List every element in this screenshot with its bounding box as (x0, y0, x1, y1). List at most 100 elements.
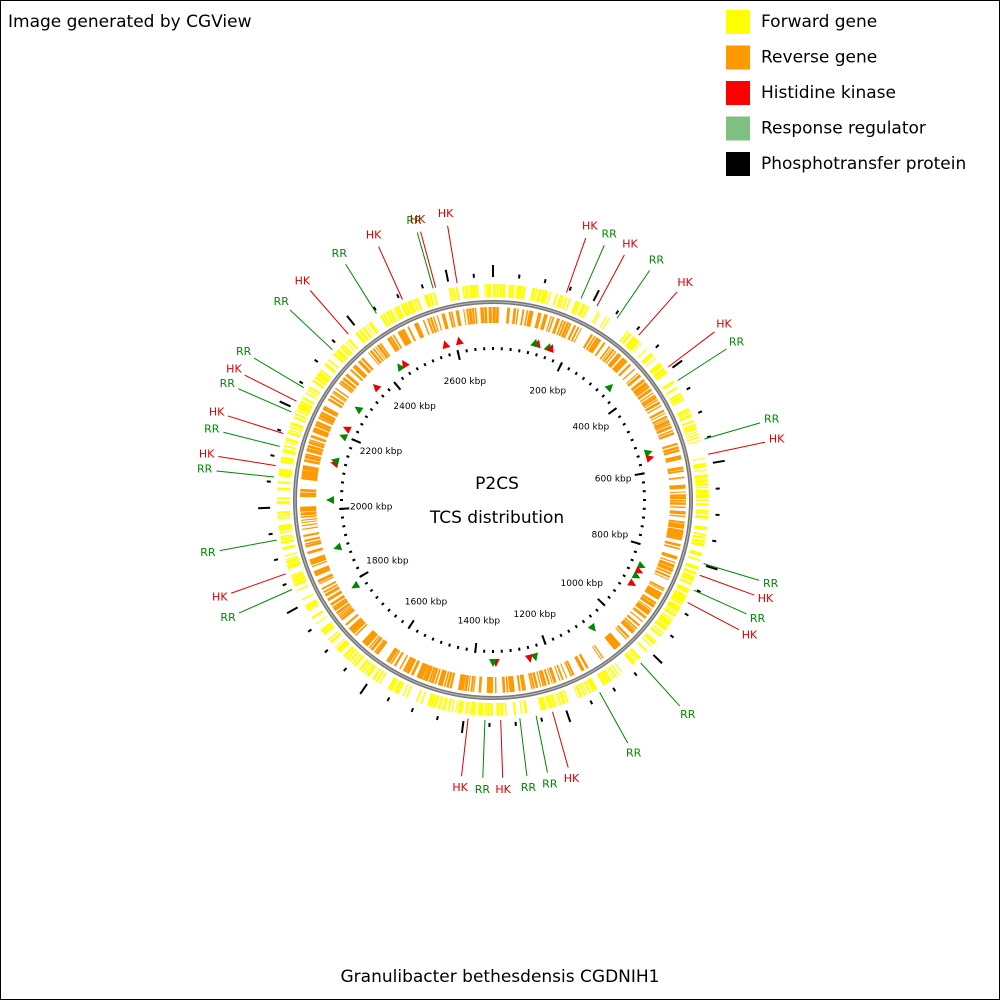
scale-tick (344, 535, 347, 536)
gene-stripe (524, 701, 526, 714)
scale-label: 400 kbp (573, 423, 610, 433)
scale-tick (552, 638, 553, 641)
outer-tick (270, 455, 274, 456)
feature-label: HK (226, 363, 242, 376)
gene-stripe (670, 492, 686, 493)
gene-stripe (278, 515, 291, 516)
gene-stripe (510, 676, 511, 692)
scale-label: 600 kbp (595, 474, 632, 484)
feature-label: RR (200, 546, 216, 559)
gene-stripe (471, 285, 472, 298)
scale-label: 200 kbp (529, 386, 566, 396)
feature-label: RR (649, 253, 665, 266)
gene-stripe (485, 284, 486, 297)
scale-tick (466, 349, 467, 352)
scale-tick (618, 416, 621, 418)
gene-stripe (474, 702, 475, 715)
outer-tick (412, 708, 413, 712)
feature-label: RR (274, 295, 290, 308)
gene-stripe (486, 307, 487, 323)
gene-stripe (300, 508, 316, 509)
scale-tick (528, 646, 529, 649)
legend-swatch (726, 46, 750, 70)
scale-tick (519, 648, 520, 651)
gene-stripe (277, 489, 290, 490)
feature-label: HK (452, 781, 468, 794)
scale-tick (360, 424, 363, 426)
feature-label: RR (475, 783, 491, 796)
scale-tick (536, 353, 537, 356)
scale-tick (417, 630, 419, 633)
gene-stripe (514, 702, 515, 715)
gene-stripe (477, 285, 478, 298)
scale-tick (365, 416, 368, 418)
gene-stripe (696, 487, 709, 488)
scale-tick (544, 356, 545, 359)
feature-label: RR (220, 611, 236, 624)
scale-tick (552, 360, 553, 363)
legend-swatch (726, 152, 750, 176)
gene-stripe (512, 285, 513, 298)
feature-label: RR (332, 247, 348, 260)
gene-stripe (693, 464, 706, 466)
gene-stripe (300, 494, 316, 495)
gene-stripe (279, 472, 292, 474)
scale-tick (634, 448, 637, 449)
scale-tick (623, 575, 626, 577)
gene-stripe (503, 677, 504, 693)
feature-label: RR (626, 747, 642, 760)
gene-stripe (695, 516, 708, 517)
legend-swatch (726, 117, 750, 141)
scale-tick (424, 634, 425, 637)
feature-label: HK (677, 276, 693, 289)
feature-label: RR (729, 335, 745, 348)
scale-label: 800 kbp (592, 530, 629, 540)
scale-major-tick (339, 508, 349, 509)
gene-stripe (277, 512, 290, 513)
scale-tick (634, 551, 637, 552)
outer-tick (541, 718, 542, 722)
feature-label: HK (742, 628, 758, 641)
gene-stripe (504, 284, 505, 297)
scale-tick (623, 424, 626, 426)
scale-tick (641, 526, 644, 527)
scale-label: 2600 kbp (444, 377, 487, 387)
scale-tick (409, 372, 411, 375)
gene-stripe (510, 285, 511, 298)
scale-tick (575, 372, 577, 375)
gene-stripe (694, 527, 707, 529)
outer-tick (283, 584, 287, 586)
scale-tick (346, 543, 349, 544)
organism-name: Granulibacter bethesdensis CGDNIH1 (341, 967, 660, 987)
scale-tick (528, 351, 529, 354)
scale-label: 2000 kbp (350, 503, 393, 513)
gene-stripe (279, 525, 292, 527)
feature-label: HK (212, 590, 228, 603)
feature-label: RR (601, 227, 617, 240)
gene-stripe (474, 285, 475, 298)
gene-stripe (479, 703, 480, 716)
legend-swatch (726, 10, 750, 34)
scale-tick (631, 559, 634, 560)
feature-label: HK (564, 772, 580, 785)
legend-label: Response regulator (761, 119, 926, 139)
scale-tick (449, 644, 450, 647)
scale-tick (417, 367, 419, 370)
feature-label: RR (521, 781, 537, 794)
scale-tick (639, 465, 642, 466)
gene-stripe (472, 702, 473, 715)
scale-tick (349, 551, 352, 552)
feature-label: HK (622, 237, 638, 250)
center-subtitle: TCS distribution (429, 508, 564, 528)
scale-label: 2200 kbp (360, 447, 403, 457)
scale-tick (449, 353, 450, 356)
scale-label: 1600 kbp (405, 597, 448, 607)
scale-tick (627, 431, 630, 432)
outer-tick (269, 534, 273, 535)
outer-tick (422, 284, 423, 288)
gene-stripe (668, 525, 684, 527)
gene-stripe (670, 486, 686, 487)
scale-label: 1400 kbp (458, 617, 501, 627)
scale-tick (424, 363, 425, 366)
feature-label: RR (220, 377, 236, 390)
